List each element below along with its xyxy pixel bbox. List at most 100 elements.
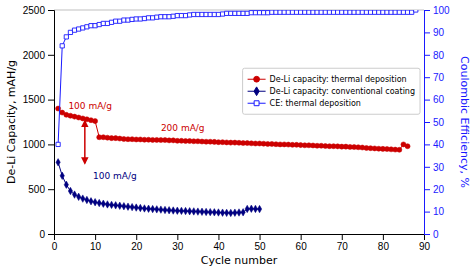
point [126,203,130,210]
point [130,203,134,210]
tick-label: 50 [254,241,266,252]
line [58,162,259,213]
point [179,13,183,17]
legend-label: De-Li capacity: thermal deposition [270,75,407,84]
tick-label: 0 [52,241,58,252]
point [68,187,72,194]
tick-mark [48,234,54,235]
tick-label: 80 [378,241,390,252]
point [97,22,101,26]
tick: 0 [39,229,54,240]
plot-area: 0102030405060708090050010001500200025000… [23,5,450,252]
annotations: 100 mA/g200 mA/g100 mA/g [68,101,204,181]
point [208,208,212,215]
point [381,10,385,14]
tick: 50 [254,234,266,252]
tick-mark [424,77,430,78]
point [225,209,229,216]
tick-label: 20 [131,241,143,252]
point [225,11,229,15]
point [192,208,196,215]
point [266,11,270,15]
tick-mark [48,55,54,56]
point [196,12,200,16]
tick-label: 1500 [23,94,46,105]
point [159,15,163,19]
point [405,144,410,149]
tick-label: 500 [28,184,45,195]
point [208,12,212,16]
series [56,10,418,147]
point [105,201,109,208]
point [167,15,171,19]
point [327,10,331,14]
legend-symbol [254,87,259,96]
point [77,27,81,31]
y-axis: 05001000150020002500 [23,5,55,240]
point [72,191,76,198]
point [151,205,155,212]
point [241,209,245,216]
tick: 1500 [23,94,54,105]
tick: 2500 [23,5,54,16]
tick-mark [48,10,54,11]
point [85,196,89,203]
point [56,159,60,166]
point [299,10,303,14]
tick-mark [48,189,54,190]
point [68,30,72,34]
legend-item: De-Li capacity: thermal deposition [248,75,407,84]
point [138,204,142,211]
point [159,206,163,213]
point [122,203,126,210]
y2-axis: 0102030405060708090100 [424,5,450,240]
point [220,209,224,216]
point [319,10,323,14]
point [368,10,372,14]
point [192,12,196,16]
point [163,15,167,19]
point [237,11,241,15]
tick: 80 [378,234,390,252]
point [114,202,118,209]
point [212,209,216,216]
legend-label: De-Li capacity: conventional coating [270,87,415,96]
chart: 0102030405060708090050010001500200025000… [0,0,474,268]
tick: 40 [424,139,445,150]
arrow [84,121,86,163]
tick: 500 [28,184,54,195]
legend-box [243,68,420,114]
point [101,200,105,207]
tick: 90 [424,27,445,38]
tick-mark [424,100,430,101]
point [393,10,397,14]
tick: 60 [296,234,308,252]
tick: 0 [424,229,439,240]
point [126,18,130,22]
tick: 90 [419,234,431,252]
point [397,10,401,14]
tick: 20 [131,234,143,252]
point [204,12,208,16]
point [200,12,204,16]
point [233,209,237,216]
point [171,207,175,214]
tick-label: 10 [90,241,102,252]
annotation: 100 mA/g [68,101,112,111]
point [93,198,97,205]
annotation: 200 mA/g [161,123,205,133]
tick: 70 [424,72,445,83]
point [290,10,294,14]
point [274,10,278,14]
point [60,172,64,179]
tick-label: 0 [39,229,45,240]
tick-label: 50 [433,117,445,128]
point [373,10,377,14]
point [311,10,315,14]
point [397,147,402,152]
point [134,17,138,21]
tick-mark [424,144,430,145]
tick-mark [424,189,430,190]
point [64,35,68,39]
point [183,13,187,17]
